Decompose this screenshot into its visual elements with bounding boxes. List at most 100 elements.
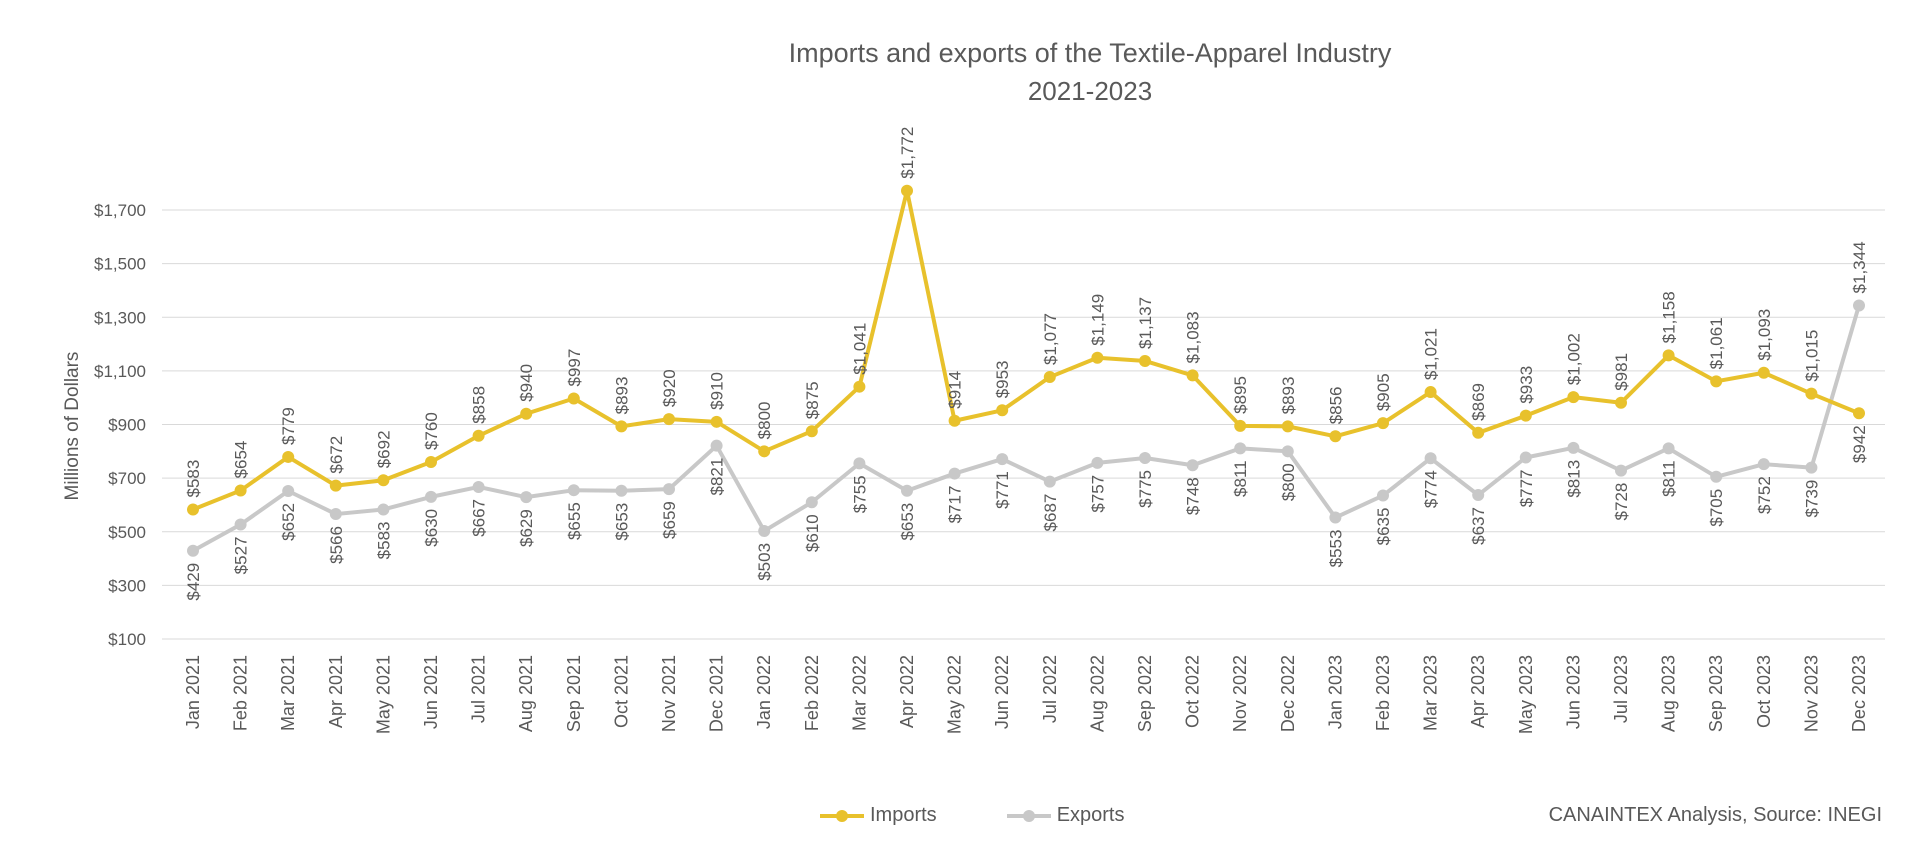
series-line-exports (192, 304, 1861, 553)
data-point-exports (1662, 442, 1675, 455)
data-point-exports (329, 508, 342, 521)
x-tick-label: Jan 2021 (183, 655, 203, 729)
data-point-exports (1519, 451, 1532, 464)
data-label-imports: $1,158 (1660, 291, 1679, 343)
data-point-exports (996, 453, 1009, 466)
data-label-imports: $779 (279, 407, 298, 445)
data-point-exports (1472, 489, 1485, 502)
data-label-exports: $610 (803, 514, 822, 552)
data-point-exports (234, 518, 247, 531)
data-label-exports: $739 (1802, 480, 1821, 518)
y-tick-label: $500 (108, 523, 146, 542)
data-label-imports: $914 (946, 371, 965, 409)
data-point-exports (472, 480, 485, 493)
x-tick-label: Apr 2021 (326, 655, 346, 728)
data-label-exports: $728 (1612, 483, 1631, 521)
data-label-imports: $1,149 (1088, 294, 1107, 346)
y-tick-label: $1,100 (94, 362, 146, 381)
x-tick-label: Aug 2023 (1659, 655, 1679, 732)
data-point-imports (187, 503, 199, 516)
data-label-exports: $771 (993, 471, 1012, 509)
legend-item-imports[interactable]: Imports (820, 804, 937, 827)
data-label-exports: $1,344 (1850, 241, 1869, 293)
x-tick-label: Oct 2021 (611, 655, 631, 728)
data-point-imports (329, 479, 342, 492)
x-tick-label: Feb 2023 (1373, 655, 1393, 731)
data-point-imports (1139, 354, 1151, 367)
data-point-exports (710, 439, 723, 452)
data-point-exports (1234, 442, 1247, 455)
data-label-exports: $752 (1755, 476, 1774, 514)
data-point-exports (901, 484, 913, 497)
x-tick-label: Jan 2023 (1325, 655, 1345, 729)
data-point-exports (758, 524, 771, 537)
data-label-imports: $858 (470, 386, 489, 424)
legend: Imports Exports (820, 804, 1125, 827)
data-point-exports (1567, 441, 1580, 454)
data-label-imports: $869 (1469, 383, 1488, 421)
data-point-exports (615, 484, 628, 497)
x-tick-label: Feb 2021 (231, 655, 251, 731)
x-tick-label: Nov 2022 (1230, 655, 1250, 732)
data-point-imports (805, 425, 818, 438)
data-point-imports (1615, 396, 1627, 409)
data-label-exports: $748 (1184, 477, 1203, 515)
data-point-imports (758, 445, 771, 458)
legend-label-imports: Imports (870, 804, 937, 826)
x-tick-label: Nov 2021 (659, 655, 679, 732)
data-point-imports (901, 184, 913, 197)
x-tick-label: Feb 2022 (802, 655, 822, 731)
data-point-exports (520, 491, 533, 504)
data-point-exports (1805, 461, 1818, 474)
x-tick-label: Sep 2022 (1135, 655, 1155, 732)
data-point-exports (1853, 299, 1865, 312)
data-label-exports: $629 (517, 509, 536, 547)
legend-item-exports[interactable]: Exports (1006, 804, 1125, 827)
x-tick-label: Mar 2022 (849, 655, 869, 731)
x-tick-label: Dec 2023 (1849, 655, 1869, 732)
data-label-imports: $997 (565, 349, 584, 387)
x-tick-label: Jan 2022 (754, 655, 774, 729)
x-tick-label: Mar 2023 (1421, 655, 1441, 731)
data-label-exports: $583 (374, 521, 393, 559)
data-label-exports: $653 (612, 503, 631, 541)
legend-swatch-exports (1006, 808, 1051, 824)
data-point-imports (377, 474, 390, 487)
x-tick-label: Aug 2021 (516, 655, 536, 732)
data-label-imports: $672 (327, 436, 346, 474)
x-tick-label: Jul 2023 (1611, 655, 1631, 723)
data-point-exports (805, 496, 818, 509)
data-point-imports (1853, 407, 1865, 420)
data-label-exports: $667 (470, 499, 489, 537)
data-label-exports: $655 (565, 502, 584, 540)
data-label-exports: $811 (1231, 460, 1250, 497)
y-axis-label: Millions of Dollars (62, 352, 83, 501)
data-point-imports (1043, 371, 1056, 384)
data-point-exports (1757, 458, 1770, 471)
x-tick-label: Oct 2023 (1754, 655, 1774, 728)
data-point-exports (948, 467, 961, 480)
data-label-exports: $777 (1517, 469, 1536, 507)
data-point-imports (282, 450, 295, 463)
data-label-imports: $800 (755, 401, 774, 439)
data-point-imports (710, 415, 723, 428)
data-label-exports: $635 (1374, 508, 1393, 546)
y-tick-label: $1,500 (94, 255, 146, 274)
data-label-exports: $717 (946, 486, 965, 524)
data-label-imports: $933 (1517, 366, 1536, 404)
data-point-imports (472, 429, 485, 442)
data-label-exports: $653 (898, 503, 917, 541)
data-label-exports: $566 (327, 526, 346, 564)
data-label-exports: $705 (1707, 489, 1726, 527)
y-tick-label: $700 (108, 469, 146, 488)
data-point-exports (853, 457, 866, 470)
data-point-exports (1424, 452, 1437, 465)
data-point-imports (1091, 351, 1104, 364)
legend-swatch-imports (820, 808, 864, 824)
data-point-imports (853, 380, 866, 393)
data-label-imports: $1,021 (1422, 328, 1441, 380)
data-label-exports: $821 (708, 458, 727, 496)
data-point-exports (282, 484, 295, 497)
data-point-imports (1472, 426, 1485, 439)
data-label-exports: $553 (1326, 530, 1345, 568)
